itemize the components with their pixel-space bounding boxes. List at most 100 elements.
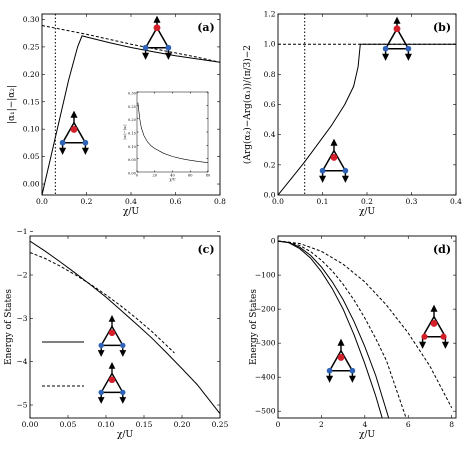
blue-site-marker bbox=[319, 167, 326, 174]
y-tick-label: −2 bbox=[16, 271, 27, 280]
y-tick-label: 0.15 bbox=[23, 97, 40, 106]
x-axis-label: χ/U bbox=[169, 178, 175, 182]
y-tick-label: 0.6 bbox=[264, 100, 276, 109]
x-tick-label: 0.0 bbox=[36, 197, 48, 206]
y-tick-label: 0.8 bbox=[264, 70, 276, 79]
y-tick-label: 0.2 bbox=[264, 160, 276, 169]
panel-tag: (d) bbox=[433, 243, 451, 256]
triangle-icon-panel-b-top bbox=[382, 20, 412, 57]
plot-frame bbox=[29, 235, 221, 419]
legend bbox=[42, 318, 126, 400]
blue-site-marker bbox=[120, 389, 126, 396]
red-site-marker bbox=[393, 25, 401, 33]
blue-site-marker bbox=[165, 44, 172, 51]
y-tick-label: 0.00 bbox=[23, 180, 40, 189]
y-tick-label: 0.15 bbox=[128, 132, 136, 136]
panel-tag: (b) bbox=[433, 21, 451, 34]
plot-frame bbox=[277, 13, 457, 196]
y-tick-label: 0.05 bbox=[23, 152, 40, 161]
blue-site-marker bbox=[59, 139, 66, 146]
blue-site-marker bbox=[98, 342, 104, 349]
x-axis-label: χ/U bbox=[359, 207, 375, 217]
red-site-marker bbox=[330, 153, 338, 161]
series-line-1 bbox=[30, 240, 220, 415]
series-line-2 bbox=[278, 240, 390, 418]
x-tick-label: 0.2 bbox=[361, 197, 373, 206]
inset-background bbox=[123, 88, 212, 182]
red-site-marker bbox=[108, 376, 116, 384]
chart-panel-c: 0.00 0.05 0.10 0.15 0.20 0.25 −1 −2 −3 −4 −5 χ/U Ene… bbox=[4, 227, 229, 440]
y-tick-label: −200 bbox=[255, 305, 276, 314]
y-tick-label: −4 bbox=[16, 357, 27, 366]
red-site-marker bbox=[421, 333, 428, 340]
x-tick-label: 0.00 bbox=[22, 420, 39, 429]
y-tick-label: 0.25 bbox=[23, 42, 40, 51]
x-tick-label: 0.8 bbox=[214, 197, 226, 206]
triangle-icon-panel-a-bottom bbox=[59, 114, 89, 151]
blue-site-marker bbox=[120, 342, 126, 349]
y-tick-label: −3 bbox=[16, 314, 27, 323]
x-tick-label: 0.3 bbox=[406, 197, 418, 206]
x-tick-label: 6 bbox=[406, 420, 411, 429]
chart-panel-a: 0.0 0.2 0.4 0.6 0.8 0.00 0.05 0.10 0.15 0.20 0.25 0… bbox=[7, 13, 226, 217]
x-tick-label: 0.2 bbox=[81, 197, 93, 206]
y-axis-label: (Arg(α₂)−Arg(α₁))/(π/3)−2 bbox=[242, 45, 253, 164]
inset-chart: 0 20 40 60 80 0.00 0.05 0.10 0.15 0.20 0.25 0.30 χ/U… bbox=[123, 88, 212, 182]
panel-tag: (c) bbox=[197, 243, 214, 256]
series-line-4 bbox=[278, 240, 453, 409]
x-tick-label: 0 bbox=[276, 420, 281, 429]
y-tick-label: −100 bbox=[255, 271, 276, 280]
x-axis-label: χ/U bbox=[359, 430, 375, 440]
x-axis-label: χ/U bbox=[123, 207, 139, 217]
blue-site-marker bbox=[98, 389, 104, 396]
blue-site-marker bbox=[382, 45, 389, 52]
blue-site-marker bbox=[142, 44, 149, 51]
chart-panel-d: 0 2 4 6 8 0 −100 −200 −300 −400 −500 χ/U Energy of S… bbox=[249, 235, 457, 440]
series-line-1 bbox=[42, 35, 220, 195]
x-tick-label: 4 bbox=[362, 420, 367, 429]
blue-site-marker bbox=[342, 167, 349, 174]
x-tick-label: 0.4 bbox=[450, 197, 462, 206]
series-line-2 bbox=[42, 25, 220, 63]
blue-site-marker bbox=[82, 139, 89, 146]
y-axis-label: |α₁|−|α₂| bbox=[123, 124, 127, 139]
x-tick-label: 0.25 bbox=[212, 420, 229, 429]
triangle-icon-panel-a-top bbox=[142, 19, 172, 56]
x-tick-label: 0.6 bbox=[170, 197, 182, 206]
x-tick-label: 0.4 bbox=[125, 197, 137, 206]
series-line-2 bbox=[30, 252, 175, 354]
x-tick-label: 20 bbox=[153, 174, 157, 178]
triangle-icon-panel-b-bottom bbox=[319, 142, 349, 179]
red-site-marker bbox=[337, 353, 345, 361]
x-tick-label: 8 bbox=[449, 420, 454, 429]
x-axis-label: χ/U bbox=[117, 430, 133, 440]
triangle-icon-panel-d-right bbox=[421, 308, 447, 345]
x-tick-label: 40 bbox=[170, 174, 174, 178]
y-tick-label: 0.05 bbox=[128, 158, 136, 162]
x-tick-label: 0.20 bbox=[174, 420, 191, 429]
blue-site-marker bbox=[326, 367, 333, 374]
red-site-marker bbox=[70, 125, 78, 133]
y-tick-label: 1.2 bbox=[264, 10, 276, 19]
chart-panel-b: 0.0 0.1 0.2 0.3 0.4 0.0 0.2 0.4 0.6 0.8 1.0 1.2 χ/U (… bbox=[242, 10, 462, 218]
y-tick-label: 0 bbox=[271, 237, 276, 246]
plot-frame bbox=[277, 235, 457, 419]
y-tick-label: 0.20 bbox=[128, 118, 136, 122]
y-tick-label: −400 bbox=[255, 373, 276, 382]
triangle-icon-panel-d-left bbox=[326, 342, 356, 379]
y-tick-label: −300 bbox=[255, 339, 276, 348]
blue-site-marker bbox=[349, 367, 356, 374]
red-site-marker bbox=[108, 329, 116, 337]
panels-layer: 0.0 0.2 0.4 0.6 0.80.000.050.100.150.200.250… bbox=[4, 10, 462, 441]
blue-site-marker bbox=[405, 45, 412, 52]
y-tick-label: −1 bbox=[16, 227, 27, 236]
panel-tag: (a) bbox=[197, 21, 215, 34]
x-tick-label: 0 bbox=[136, 174, 138, 178]
y-tick-label: 1.0 bbox=[264, 40, 276, 49]
y-tick-label: 0.20 bbox=[23, 70, 40, 79]
y-tick-label: 0.00 bbox=[128, 172, 136, 176]
y-tick-label: 0.0 bbox=[264, 191, 276, 200]
y-tick-label: 0.10 bbox=[23, 125, 40, 134]
y-tick-label: 0.30 bbox=[128, 92, 136, 96]
